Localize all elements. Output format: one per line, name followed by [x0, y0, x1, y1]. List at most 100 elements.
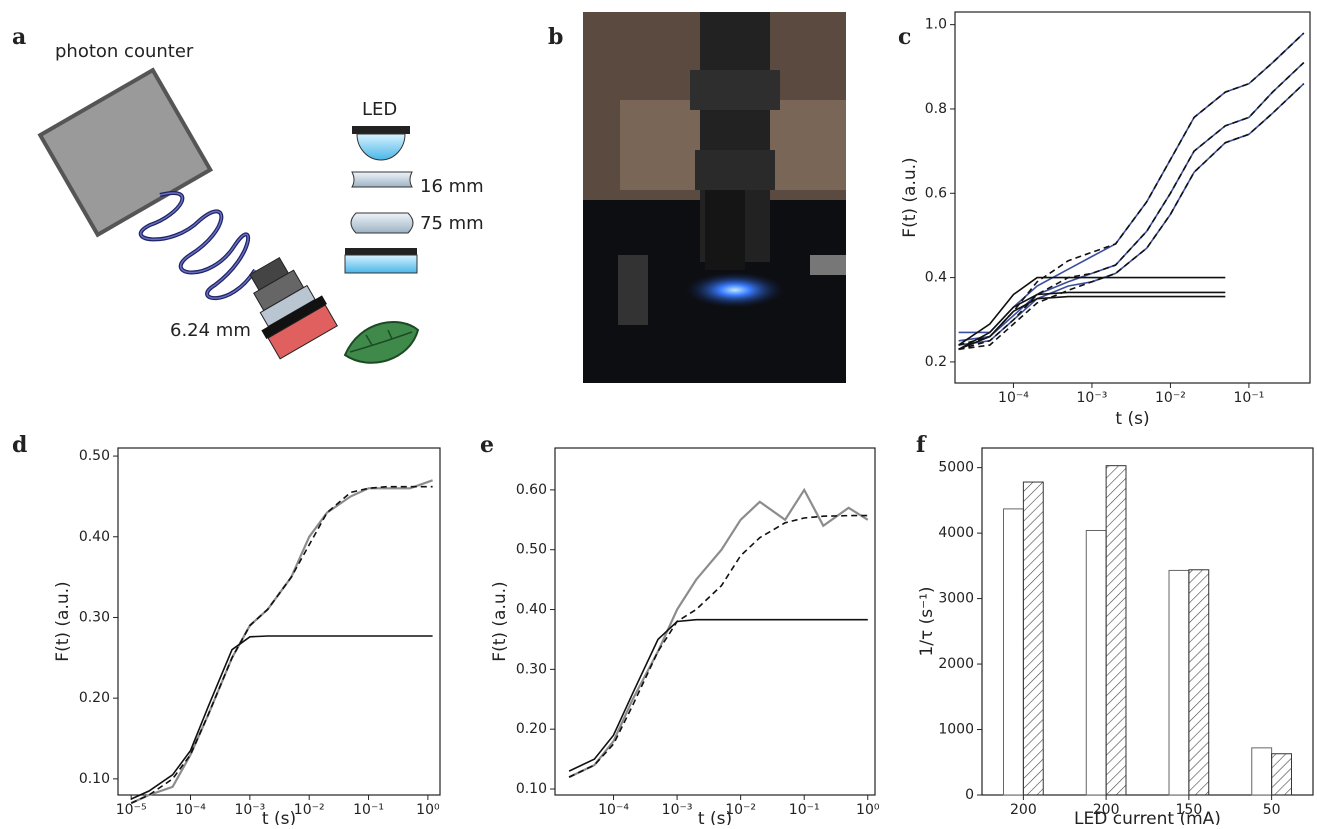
y-axis-label: 1/τ (s⁻¹) — [917, 586, 937, 656]
bar — [1251, 747, 1273, 796]
chart: 0.10 0.20 0.30 0.40 0.50 0.60 F(t) (a.u.) t (s)… — [490, 447, 880, 829]
led-mount — [352, 126, 410, 134]
series-line — [958, 291, 1226, 351]
y-tick-label: 0.50 — [79, 448, 110, 464]
diagram-label: 6.24 mm — [170, 320, 251, 341]
bar — [1105, 465, 1127, 796]
series-line — [130, 479, 433, 805]
y-axis-label: F(t) (a.u.) — [900, 157, 920, 237]
diagram-label: LED — [362, 99, 397, 120]
series-line — [958, 276, 1226, 346]
y-tick-label: 0.20 — [516, 721, 547, 737]
series-line — [958, 32, 1305, 346]
y-tick-label: 0 — [965, 787, 974, 803]
led — [356, 133, 406, 161]
series-line — [958, 32, 1305, 334]
panel-label: c — [898, 24, 911, 50]
panel-label: d — [12, 432, 27, 458]
panel-label: a — [12, 24, 26, 50]
panel-label: b — [548, 24, 563, 50]
plot-frame — [554, 447, 876, 796]
bar — [1168, 569, 1190, 796]
x-axis-label: t (s) — [262, 809, 296, 825]
panel-label: f — [916, 432, 927, 458]
plot-frame — [981, 447, 1314, 796]
x-tick-label: 10⁻³ — [1077, 390, 1108, 406]
x-tick-label: 10⁻⁵ — [116, 802, 147, 818]
filter — [344, 254, 418, 274]
chart: 0.10 0.20 0.30 0.40 0.50 F(t) (a.u.) t (s) 10⁻⁵… — [53, 447, 441, 829]
y-axis-label: F(t) (a.u.) — [490, 581, 510, 661]
y-tick-label: 0.10 — [516, 781, 547, 797]
setup-diagram: photon counter LED 16 mm 75 mm 6.24 mm — [37, 41, 484, 364]
chart: 0.2 0.4 0.6 0.8 1.0 F(t) (a.u.) t (s) 10⁻⁴ 10⁻³ 1… — [900, 11, 1311, 429]
y-tick-label: 0.10 — [79, 771, 110, 787]
x-tick-label: 10⁻⁴ — [998, 390, 1029, 406]
x-tick-label: 10⁻³ — [662, 802, 693, 818]
y-tick-label: 5000 — [938, 460, 974, 476]
y-tick-label: 1.0 — [925, 17, 947, 33]
panel-label: e — [480, 432, 494, 458]
x-tick-label: 10⁻² — [294, 802, 325, 818]
y-axis-label: F(t) (a.u.) — [53, 581, 73, 661]
series-line — [958, 83, 1305, 351]
x-tick-label: 10⁻¹ — [353, 802, 384, 818]
series-line — [568, 618, 868, 772]
x-tick-label: 50 — [1263, 802, 1281, 818]
lens — [351, 171, 413, 188]
series-line — [958, 295, 1226, 351]
objective — [249, 256, 338, 360]
y-tick-label: 0.8 — [925, 101, 947, 117]
y-tick-label: 0.40 — [516, 602, 547, 618]
diagram-label: 75 mm — [420, 213, 484, 234]
x-axis-label: t (s) — [698, 809, 732, 825]
bar — [1085, 529, 1107, 796]
optical-fiber — [140, 192, 256, 299]
plot-frame — [117, 447, 441, 796]
x-tick-label: 10⁻² — [725, 802, 756, 818]
y-tick-label: 0.30 — [516, 661, 547, 677]
y-tick-label: 2000 — [938, 656, 974, 672]
x-tick-label: 10⁻¹ — [789, 802, 820, 818]
y-tick-label: 0.2 — [925, 354, 947, 370]
x-tick-label: 10⁻² — [1155, 390, 1186, 406]
x-tick-label: 10⁻⁴ — [175, 802, 206, 818]
photon-counter — [37, 67, 214, 238]
series-line — [568, 487, 869, 779]
x-tick-label: 10⁻³ — [234, 802, 265, 818]
y-tick-label: 0.6 — [925, 185, 947, 201]
y-tick-label: 1000 — [938, 722, 974, 738]
y-tick-label: 4000 — [938, 525, 974, 541]
plot-frame — [954, 11, 1311, 384]
series-line — [958, 62, 1305, 351]
x-axis-label: LED current (mA) — [1074, 809, 1221, 825]
y-tick-label: 0.30 — [79, 609, 110, 625]
y-tick-label: 0.60 — [516, 482, 547, 498]
x-tick-label: 200 — [1093, 802, 1120, 818]
y-tick-label: 0.20 — [79, 690, 110, 706]
y-tick-label: 0.50 — [516, 542, 547, 558]
x-tick-label: 10⁻¹ — [1234, 390, 1265, 406]
bar — [1022, 481, 1044, 796]
series-line — [568, 514, 868, 778]
x-tick-label: 10⁰ — [856, 802, 880, 818]
x-tick-label: 150 — [1176, 802, 1203, 818]
optical-fiber — [138, 191, 257, 301]
y-tick-label: 0.4 — [925, 270, 947, 286]
series-line — [958, 83, 1305, 346]
x-tick-label: 10⁰ — [416, 802, 440, 818]
bar — [1188, 569, 1210, 796]
chart: 0 1000 2000 3000 4000 5000 1/τ (s⁻¹) LED curren… — [917, 447, 1314, 829]
diagram-label: photon counter — [55, 41, 194, 62]
series-line — [130, 635, 433, 800]
lens — [350, 212, 414, 234]
series-line — [130, 485, 433, 804]
y-tick-label: 3000 — [938, 591, 974, 607]
x-tick-label: 10⁻⁴ — [598, 802, 629, 818]
y-tick-label: 0.40 — [79, 529, 110, 545]
photo — [583, 12, 846, 383]
x-axis-label: t (s) — [1115, 409, 1149, 429]
x-tick-label: 200 — [1010, 802, 1037, 818]
